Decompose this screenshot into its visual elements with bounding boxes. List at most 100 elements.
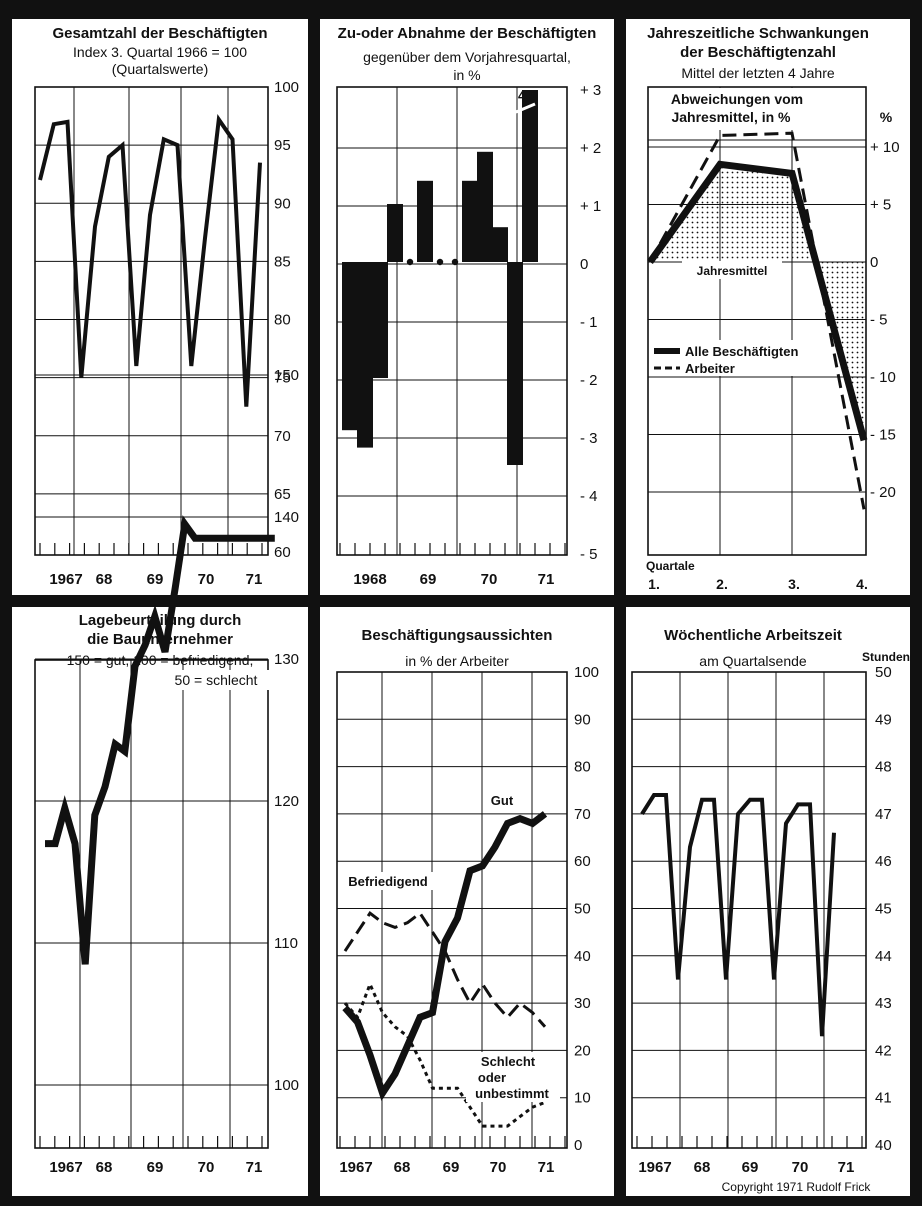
chart1-ytick-0: 100 [274, 79, 299, 96]
chart6-ytick-2: 48 [875, 759, 892, 776]
chart6-ytick-10: 40 [875, 1137, 892, 1154]
chart2-ytick-6: - 3 [580, 430, 598, 447]
chart2-x-tick-labels: 1968 69 70 71 [353, 571, 554, 588]
chart5-ytick-7: 30 [574, 995, 591, 1012]
chart5-label-schlecht-1: Schlecht [481, 1054, 536, 1069]
chart2-subtitle-2: in % [453, 67, 480, 83]
chart2-bar-12 [522, 90, 538, 262]
chart3-subtitle: Mittel der letzten 4 Jahre [681, 65, 835, 81]
chart1-grid [34, 86, 269, 556]
chart3-ytick-0: + 10 [870, 139, 900, 156]
chart6-line-arbeitszeit [640, 793, 836, 1037]
chart5-befriedigend-label-box [338, 872, 442, 890]
chart1-line-gesamtzahl [38, 113, 262, 407]
chart2-subtitle-1: gegenüber dem Vorjahresquartal, [363, 49, 571, 65]
chart2-bar-10 [492, 227, 508, 262]
chart5-ytick-2: 80 [574, 759, 591, 776]
chart3-plot-frame [647, 86, 867, 556]
chart2-bar-8 [462, 180, 478, 262]
chart5-ytick-5: 50 [574, 901, 591, 918]
chart6-xtick-3: 70 [792, 1159, 809, 1176]
chart3-ytick-6: - 20 [870, 484, 896, 501]
chart2-bar-0 [342, 262, 358, 431]
chart3-x-tick-labels: 1. 2. 3. 4. [648, 576, 868, 592]
chart3-ytick-3: - 5 [870, 312, 888, 329]
chart5-title: Beschäftigungsaussichten [362, 627, 553, 644]
chart3-ytick-5: - 15 [870, 427, 896, 444]
chart1-xtick-4: 71 [246, 571, 263, 588]
chart2-xtick-2: 70 [481, 571, 498, 588]
chart1-ytick-6: 70 [274, 428, 291, 445]
chart1-subtitle-1: Index 3. Quartal 1966 = 100 [73, 44, 247, 60]
chart1-ytick-4: 80 [274, 312, 291, 329]
chart4-series [45, 515, 275, 965]
chart4-xtick-2: 69 [147, 1159, 164, 1176]
chart5-grid [336, 671, 568, 1149]
chart5-gut-label-box [486, 791, 518, 809]
chart3-ytick-1: + 5 [870, 197, 891, 214]
chart6-xtick-2: 69 [742, 1159, 759, 1176]
chart2-bar-7 [451, 258, 459, 266]
chart3-inner-title-box [650, 88, 818, 130]
chart1-ytick-2: 90 [274, 195, 291, 212]
chart6-xtick-1: 68 [694, 1159, 711, 1176]
chart4-ytick-0: 150 [274, 367, 299, 384]
chart2-ytick-8: - 5 [580, 546, 598, 563]
chart2-title: Zu-oder Abnahme der Beschäftigten [338, 25, 597, 42]
chart5-ytick-3: 70 [574, 806, 591, 823]
chart3-inner-title-2: Jahresmittel, in % [671, 109, 791, 125]
chart5-ytick-6: 40 [574, 948, 591, 965]
chart2-bar-1 [357, 262, 373, 448]
chart4-ytick-4: 110 [274, 935, 298, 952]
chart2-bar-2 [372, 262, 388, 378]
chart1-subtitle-2: (Quartalswerte) [112, 61, 208, 77]
chart3-title-2: der Beschäftigtenzahl [680, 44, 836, 61]
chart3-line-alle [647, 160, 868, 442]
chart3-ytick-2: 0 [870, 254, 878, 271]
chart3-title-1: Jahreszeitliche Schwankungen [647, 25, 869, 42]
chart4-grid [34, 374, 269, 1149]
chart5-ytick-0: 100 [574, 664, 599, 681]
chart6-unit-label: Stunden [862, 650, 910, 664]
chart5-xtick-0: 1967 [339, 1159, 372, 1176]
chart3-legend-box [649, 340, 825, 376]
chart5-plot-frame [336, 671, 568, 1149]
chart2-xtick-0: 1968 [353, 571, 386, 588]
chart5-subtitle: in % der Arbeiter [405, 653, 509, 669]
chart6-y-tick-labels: 50 49 48 47 46 45 44 43 42 41 40 [875, 664, 892, 1154]
chart2-ytick-7: - 4 [580, 488, 598, 505]
chart3-xtick-0: 1. [648, 576, 660, 592]
chart6-ytick-5: 45 [875, 901, 892, 918]
chart5-series [342, 811, 548, 1128]
chart5-ytick-4: 60 [574, 853, 591, 870]
chart4-ytick-2: 130 [274, 651, 299, 668]
chart6-ytick-4: 46 [875, 853, 892, 870]
copyright-text: Copyright 1971 Rudolf Frick [722, 1180, 872, 1194]
chart4-xtick-1: 68 [96, 1159, 113, 1176]
chart2-bar-4 [406, 258, 414, 266]
chart6-grid [631, 671, 867, 1149]
chart2-ytick-1: + 2 [580, 140, 601, 157]
chart2-y-tick-labels: + 3 + 2 + 1 0 - 1 - 2 - 3 - 4 - 5 [580, 82, 601, 563]
chart4-xtick-3: 70 [198, 1159, 215, 1176]
chart5-xtick-4: 71 [538, 1159, 555, 1176]
chart3-inner-title-1: Abweichungen vom [671, 91, 803, 107]
chart1-title: Gesamtzahl der Beschäftigten [52, 25, 267, 42]
chart4-ytick-1: 140 [274, 509, 299, 526]
panel-gesamtzahl [12, 19, 308, 595]
chart4-y-tick-labels: 150 140 130 120 110 100 [274, 367, 299, 1094]
chart4-xtick-0: 1967 [49, 1159, 82, 1176]
chart6-ytick-3: 47 [875, 806, 892, 823]
chart2-xtick-1: 69 [420, 571, 437, 588]
chart4-title-1: Lagebeurteilung durch [79, 612, 242, 629]
chart5-ytick-9: 10 [574, 1090, 591, 1107]
chart6-ytick-9: 41 [875, 1090, 892, 1107]
chart6-ytick-1: 49 [875, 711, 892, 728]
chart6-xtick-0: 1967 [638, 1159, 671, 1176]
chart2-ytick-3: 0 [580, 256, 588, 273]
chart4-ytick-3: 120 [274, 793, 299, 810]
chart1-y-tick-labels: 100 95 90 85 80 75 70 65 60 [274, 79, 299, 561]
chart1-ytick-3: 85 [274, 253, 291, 270]
